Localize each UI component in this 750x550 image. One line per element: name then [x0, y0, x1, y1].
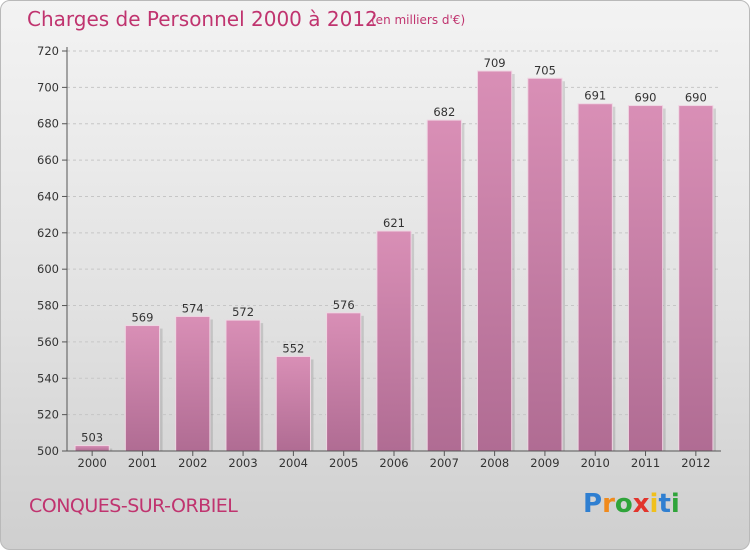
y-tick-label: 700 — [37, 80, 59, 94]
bar-2006 — [376, 230, 412, 452]
x-tick-label: 2004 — [279, 456, 308, 470]
data-label: 503 — [81, 431, 103, 445]
x-tick-label: 2007 — [430, 456, 459, 470]
data-label: 682 — [433, 105, 455, 119]
data-label: 574 — [182, 301, 204, 315]
data-label: 576 — [333, 298, 355, 312]
bar-2003 — [225, 319, 261, 452]
bar-2005 — [326, 312, 362, 452]
x-tick-label: 2008 — [480, 456, 509, 470]
bar-2011 — [627, 105, 664, 452]
logo-letter: i — [649, 489, 659, 519]
x-tick-label: 2003 — [228, 456, 257, 470]
y-tick-label: 520 — [37, 408, 59, 422]
y-tick-label: 660 — [37, 153, 59, 167]
x-tick-label: 2011 — [631, 456, 660, 470]
data-label: 690 — [635, 91, 657, 105]
bar-2000 — [74, 445, 110, 452]
bar-2007 — [426, 119, 462, 452]
logo-letter: o — [614, 489, 633, 519]
bar-2010 — [577, 103, 613, 452]
bar-2009 — [527, 77, 563, 452]
y-tick-label: 640 — [37, 189, 59, 203]
x-tick-label: 2012 — [681, 456, 710, 470]
data-label: 552 — [282, 341, 304, 355]
x-tick-label: 2006 — [379, 456, 408, 470]
data-label: 569 — [131, 311, 153, 325]
y-tick-label: 720 — [37, 44, 59, 58]
data-label: 621 — [383, 216, 405, 230]
data-label: 690 — [685, 91, 707, 105]
bar-2002 — [175, 315, 211, 452]
x-tick-label: 2002 — [178, 456, 207, 470]
bar-2001 — [124, 325, 161, 452]
x-tick-label: 2000 — [78, 456, 107, 470]
x-tick-label: 2005 — [329, 456, 358, 470]
data-label: 709 — [484, 56, 506, 70]
data-label: 705 — [534, 63, 556, 77]
logo-letter: i — [670, 489, 680, 519]
y-tick-label: 500 — [37, 444, 59, 458]
y-tick-label: 580 — [37, 299, 59, 313]
x-tick-label: 2010 — [581, 456, 610, 470]
y-tick-label: 600 — [37, 262, 59, 276]
logo-letter: P — [583, 489, 603, 519]
location-name: CONQUES-SUR-ORBIEL — [29, 495, 238, 517]
y-tick-label: 680 — [37, 117, 59, 131]
x-tick-label: 2001 — [128, 456, 157, 470]
y-tick-label: 540 — [37, 371, 59, 385]
bar-2012 — [678, 105, 714, 452]
logo-letter: t — [658, 489, 671, 519]
bar-2008 — [477, 70, 513, 452]
logo-letter: x — [632, 489, 650, 519]
logo-letter: r — [602, 489, 615, 519]
bar-2004 — [275, 355, 311, 452]
x-tick-label: 2009 — [530, 456, 559, 470]
proxiti-logo[interactable]: Proxiti — [583, 489, 680, 519]
chart-title: Charges de Personnel 2000 à 2012 — [27, 7, 378, 31]
data-label: 691 — [584, 89, 606, 103]
y-tick-label: 620 — [37, 226, 59, 240]
data-label: 572 — [232, 305, 254, 319]
y-tick-label: 560 — [37, 335, 59, 349]
chart-unit: (en milliers d'€) — [371, 13, 466, 27]
